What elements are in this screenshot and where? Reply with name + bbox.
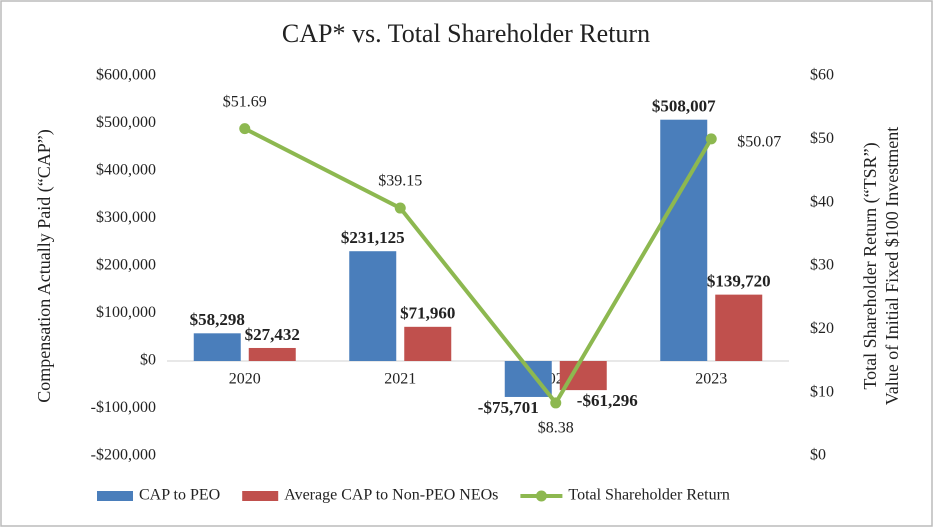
data-label: $139,720 xyxy=(707,272,771,291)
line-marker xyxy=(394,202,406,214)
y2-axis-label: Total Shareholder Return (“TSR”) xyxy=(860,142,881,389)
data-label: $508,007 xyxy=(652,97,716,116)
bar xyxy=(248,347,296,361)
y-tick-label: $100,000 xyxy=(96,304,156,321)
y-tick-label: $300,000 xyxy=(96,209,156,226)
y2-tick-label: $10 xyxy=(810,383,834,400)
y-tick-label: -$200,000 xyxy=(91,447,156,464)
legend-swatch xyxy=(535,490,547,502)
bar xyxy=(715,294,763,361)
line xyxy=(243,126,713,405)
line-marker xyxy=(239,123,251,135)
y-tick-label: $0 xyxy=(140,352,156,369)
legend-label: CAP to PEO xyxy=(139,487,220,504)
line-marker xyxy=(550,397,562,409)
y2-tick-label: $60 xyxy=(810,67,834,84)
legend-swatch xyxy=(97,491,133,501)
legend-label: Total Shareholder Return xyxy=(568,487,730,504)
y2-axis-label: Value of Initial Fixed $100 Investment xyxy=(882,127,902,405)
data-label: $50.07 xyxy=(737,134,781,151)
line-marker xyxy=(705,133,717,145)
data-label: $8.38 xyxy=(538,420,574,437)
data-label: $51.69 xyxy=(223,93,267,110)
y2-tick-label: $40 xyxy=(810,193,834,210)
data-label: $39.15 xyxy=(378,173,422,190)
y2-tick-label: $20 xyxy=(810,320,834,337)
x-tick-label: 2020 xyxy=(229,371,261,388)
y-tick-label: $200,000 xyxy=(96,257,156,274)
y2-tick-label: $0 xyxy=(810,447,826,464)
y-tick-label: $500,000 xyxy=(96,114,156,131)
y2-tick-label: $30 xyxy=(810,257,834,274)
data-label: $27,432 xyxy=(245,325,300,344)
bar xyxy=(193,333,241,361)
y-tick-label: $600,000 xyxy=(96,67,156,84)
x-tick-label: 2021 xyxy=(384,371,416,388)
data-label: $71,960 xyxy=(400,304,455,323)
data-label: $58,298 xyxy=(190,310,245,329)
y-axis-label: Compensation Actually Paid (“CAP”) xyxy=(34,129,55,402)
y-tick-label: $400,000 xyxy=(96,162,156,179)
bar xyxy=(349,251,397,361)
y2-tick-label: $50 xyxy=(810,130,834,147)
bar xyxy=(404,326,452,361)
data-label: $231,125 xyxy=(341,228,405,247)
legend-swatch xyxy=(242,491,279,501)
data-label: -$61,296 xyxy=(577,391,638,410)
legend-label: Average CAP to Non-PEO NEOs xyxy=(284,487,498,504)
x-tick-label: 2023 xyxy=(695,371,727,388)
y-tick-label: -$100,000 xyxy=(91,399,156,416)
chart-title: CAP* vs. Total Shareholder Return xyxy=(282,19,650,48)
data-label: -$75,701 xyxy=(478,398,539,417)
